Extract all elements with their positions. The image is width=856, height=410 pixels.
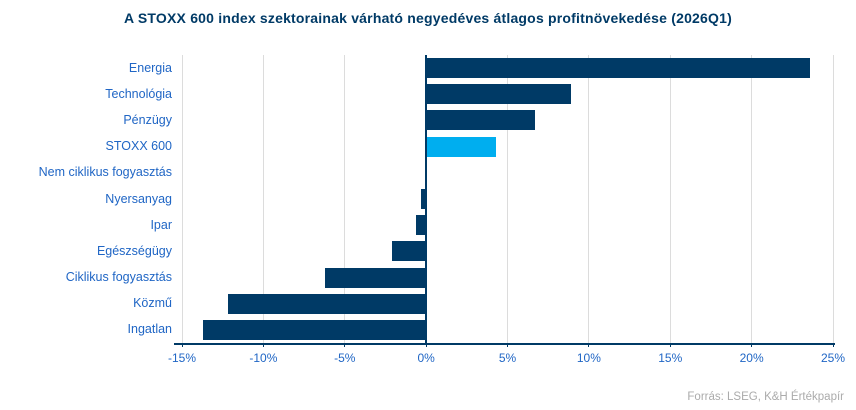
category-label-energia: Energia bbox=[128, 60, 172, 75]
tick-mark-5 bbox=[507, 343, 508, 347]
bar-ingatlan bbox=[203, 319, 427, 340]
bar-egeszsegugy bbox=[391, 241, 427, 262]
bar-ipar bbox=[416, 215, 427, 236]
bar-ciklikus-fogyasztas bbox=[325, 267, 427, 288]
category-label-egeszsegugy: Egészségügy bbox=[96, 243, 172, 258]
gridline-25 bbox=[832, 55, 834, 343]
source-note: Forrás: LSEG, K&H Értékpapír bbox=[687, 391, 844, 403]
zero-baseline bbox=[425, 55, 428, 343]
tick-label-20: 20% bbox=[739, 351, 764, 365]
gridline-10 bbox=[588, 55, 590, 343]
tick-label-5: 5% bbox=[498, 351, 517, 365]
bar-nyersanyag bbox=[421, 189, 427, 209]
category-label-ingatlan: Ingatlan bbox=[127, 322, 172, 337]
tick-mark-0 bbox=[425, 343, 427, 347]
tick-label-15: 15% bbox=[658, 351, 683, 365]
tick-label-10: 10% bbox=[576, 351, 601, 365]
bar-technologia bbox=[426, 84, 571, 105]
gridline--10 bbox=[262, 55, 264, 343]
category-label-kozmu: Közmű bbox=[133, 296, 172, 311]
tick-mark-10 bbox=[588, 343, 590, 347]
tick-label-0: 0% bbox=[417, 351, 435, 365]
tick-mark--15 bbox=[181, 343, 183, 347]
category-label-technologia: Technológia bbox=[105, 86, 172, 101]
tick-label-25: 25% bbox=[820, 351, 846, 365]
plot-area: -15% -10% -5% 0% 5% 10% 15% 20% 25% bbox=[168, 55, 845, 365]
tick-mark-25 bbox=[832, 343, 834, 347]
tick-mark--5 bbox=[344, 343, 346, 347]
tick-mark-15 bbox=[669, 343, 671, 347]
bar-kozmu bbox=[227, 293, 427, 314]
bar-penzugy bbox=[426, 110, 536, 131]
tick-label--15: -15% bbox=[167, 351, 197, 365]
gridline--15 bbox=[181, 55, 183, 343]
bar-stoxx-600 bbox=[426, 136, 497, 157]
tick-label--5: -5% bbox=[334, 351, 356, 365]
category-labels: Energia Technológia Pénzügy STOXX 600 Nem ci… bbox=[0, 55, 176, 343]
category-label-nem-ciklikus-fogyasztas: Nem ciklikus fogyasztás bbox=[38, 165, 172, 180]
tick-mark--10 bbox=[262, 343, 264, 347]
category-label-penzugy: Pénzügy bbox=[123, 112, 172, 127]
bar-energia bbox=[426, 58, 811, 79]
category-label-ipar: Ipar bbox=[150, 217, 172, 232]
gridline--5 bbox=[344, 55, 346, 343]
category-label-ciklikus-fogyasztas: Ciklikus fogyasztás bbox=[65, 270, 172, 285]
chart-title: A STOXX 600 index szektorainak várható n… bbox=[124, 10, 732, 26]
category-label-nyersanyag: Nyersanyag bbox=[105, 191, 172, 206]
tick-mark-20 bbox=[751, 343, 753, 347]
gridline-5 bbox=[507, 55, 508, 343]
x-axis-line bbox=[174, 343, 835, 345]
gridline-15 bbox=[669, 55, 671, 343]
tick-label--10: -10% bbox=[249, 351, 278, 365]
category-label-stoxx-600: STOXX 600 bbox=[105, 139, 172, 154]
gridline-20 bbox=[751, 55, 753, 343]
